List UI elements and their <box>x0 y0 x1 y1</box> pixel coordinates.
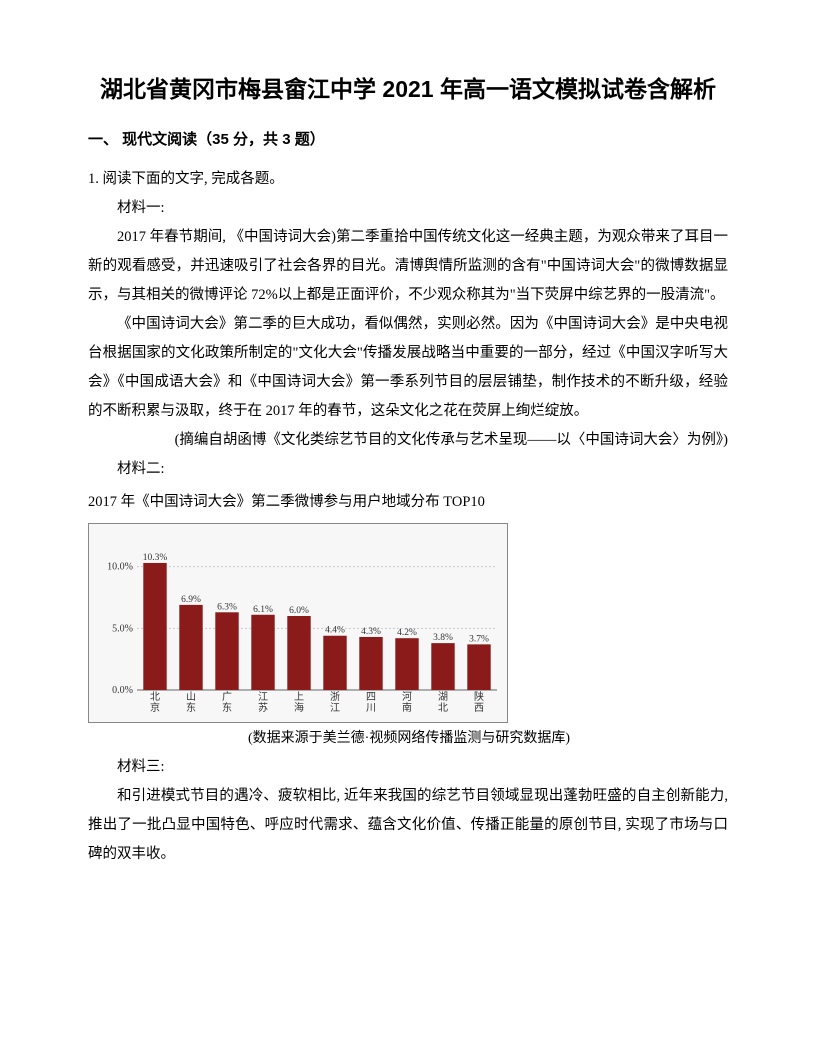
svg-text:6.1%: 6.1% <box>253 604 273 614</box>
material1-citation: (摘编自胡函博《文化类综艺节目的文化传承与艺术呈现——以〈中国诗词大会〉为例》) <box>88 426 728 455</box>
chart-source: (数据来源于美兰德·视频网络传播监测与研究数据库) <box>88 725 728 753</box>
svg-text:四川: 四川 <box>366 692 376 714</box>
svg-text:4.2%: 4.2% <box>397 628 417 638</box>
svg-text:河南: 河南 <box>402 691 412 714</box>
bar-chart: 0.0% 5.0% 10.0% 10.3% 北京 6.9% 山东 6.3% 广东 6.1% 江苏 6.… <box>88 523 508 723</box>
svg-text:浙江: 浙江 <box>330 691 340 714</box>
bar-chart-svg: 0.0% 5.0% 10.0% 10.3% 北京 6.9% 山东 6.3% 广东 6.1% 江苏 6.… <box>95 534 505 718</box>
svg-text:上海: 上海 <box>294 691 304 714</box>
material1-para2: 《中国诗词大会》第二季的巨大成功，看似偶然，实则必然。因为《中国诗词大会》是中央… <box>88 310 728 426</box>
svg-text:6.3%: 6.3% <box>217 602 237 612</box>
page-title: 湖北省黄冈市梅县畲江中学 2021 年高一语文模拟试卷含解析 <box>88 72 728 107</box>
svg-text:北京: 北京 <box>150 691 160 714</box>
svg-text:4.3%: 4.3% <box>361 626 381 636</box>
svg-text:3.7%: 3.7% <box>469 634 489 644</box>
material1-para1: 2017 年春节期间, 《中国诗词大会)第二季重拾中国传统文化这一经典主题，为观… <box>88 223 728 310</box>
svg-text:湖北: 湖北 <box>438 691 448 714</box>
svg-text:山东: 山东 <box>186 691 196 714</box>
question-lead: 1. 阅读下面的文字, 完成各题。 <box>88 165 728 194</box>
chart-title: 2017 年《中国诗词大会》第二季微博参与用户地域分布 TOP10 <box>88 488 728 517</box>
svg-text:0.0%: 0.0% <box>112 685 133 696</box>
svg-text:广东: 广东 <box>222 691 232 714</box>
svg-text:10.0%: 10.0% <box>107 561 133 572</box>
svg-text:3.8%: 3.8% <box>433 633 453 643</box>
svg-text:10.3%: 10.3% <box>143 552 168 562</box>
material2-label: 材料二: <box>88 455 728 484</box>
svg-text:陕西: 陕西 <box>474 690 484 714</box>
svg-text:6.9%: 6.9% <box>181 594 201 604</box>
material1-label: 材料一: <box>88 194 728 223</box>
svg-text:4.4%: 4.4% <box>325 625 345 635</box>
material3-label: 材料三: <box>88 753 728 782</box>
svg-text:江苏: 江苏 <box>258 691 268 714</box>
svg-text:6.0%: 6.0% <box>289 606 309 616</box>
material3-para1: 和引进模式节目的遇冷、疲软相比, 近年来我国的综艺节目领域显现出蓬勃旺盛的自主创… <box>88 782 728 869</box>
section-header: 一、 现代文阅读（35 分，共 3 题） <box>88 125 728 155</box>
svg-text:5.0%: 5.0% <box>112 623 133 634</box>
